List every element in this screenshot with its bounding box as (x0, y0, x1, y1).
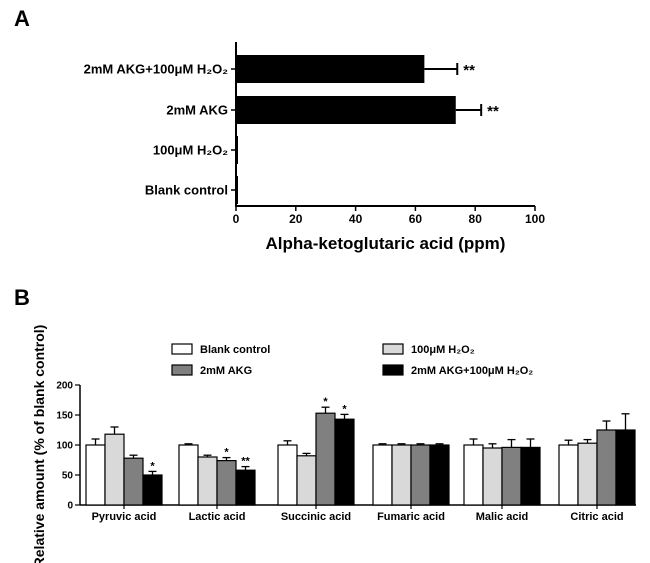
bar (236, 55, 425, 83)
x-tick-label: 60 (409, 212, 423, 226)
legend-label: 100μM H₂O₂ (411, 344, 475, 356)
bar (197, 456, 218, 506)
bar (178, 444, 199, 506)
bar (236, 136, 238, 164)
bar (372, 444, 393, 506)
bar (236, 96, 456, 124)
y-tick-label: 100 (56, 441, 73, 452)
x-tick-label: 20 (289, 212, 303, 226)
bar (315, 412, 336, 506)
x-tick-label: 80 (469, 212, 483, 226)
bar (296, 455, 317, 506)
legend-swatch (382, 343, 404, 355)
bar (235, 469, 256, 506)
legend-swatch (171, 343, 193, 355)
x-tick-label: 0 (233, 212, 240, 226)
category-label: 2mM AKG+100μM H₂O₂ (84, 62, 229, 77)
bar (334, 418, 355, 506)
y-tick-label: 50 (62, 471, 74, 482)
bar (123, 457, 144, 506)
significance-label: ** (241, 456, 250, 468)
category-label: Blank control (145, 183, 228, 198)
y-tick-label: 200 (56, 381, 73, 392)
category-label: 100μM H₂O₂ (153, 143, 228, 158)
bar (142, 474, 163, 506)
category-label: Citric acid (570, 511, 623, 523)
category-label: Lactic acid (189, 511, 246, 523)
bar (429, 444, 450, 506)
bar (501, 446, 522, 506)
legend-swatch (171, 364, 193, 376)
bar (410, 444, 431, 506)
bar (85, 444, 106, 506)
legend-label: 2mM AKG (200, 365, 252, 377)
panel-label-b: B (14, 285, 30, 310)
y-tick-label: 150 (56, 411, 73, 422)
category-label: Succinic acid (281, 511, 351, 523)
legend-swatch (382, 364, 404, 376)
x-tick-label: 100 (525, 212, 545, 226)
bar (482, 447, 503, 506)
bar (104, 433, 125, 506)
bar (615, 429, 636, 506)
y-tick-label: 0 (67, 501, 73, 512)
category-label: 2mM AKG (166, 103, 228, 118)
significance-label: * (224, 447, 229, 459)
category-label: Pyruvic acid (92, 511, 157, 523)
y-axis-label: Relative amount (% of blank control) (31, 325, 47, 563)
bar (216, 460, 237, 506)
legend-label: 2mM AKG+100μM H₂O₂ (411, 365, 533, 377)
bar (596, 429, 617, 506)
bar (463, 444, 484, 506)
x-axis-label: Alpha-ketoglutaric acid (ppm) (266, 234, 506, 253)
bar (236, 176, 238, 204)
x-tick-label: 40 (349, 212, 363, 226)
bar (391, 444, 412, 506)
bar (558, 444, 579, 506)
chart-a: 0 20 40 60 80 100 2mM AKG+100μM H₂O₂ ** 2mM AKG *… (84, 42, 545, 253)
significance-label: * (323, 396, 328, 408)
bar (277, 444, 298, 506)
bar (520, 446, 541, 506)
significance-label: * (342, 403, 347, 415)
category-label: Malic acid (476, 511, 529, 523)
category-label: Fumaric acid (377, 511, 445, 523)
legend-label: Blank control (200, 344, 270, 356)
panel-label-a: A (14, 6, 30, 31)
significance-label: * (150, 460, 155, 472)
significance-label: ** (487, 103, 499, 120)
significance-label: ** (463, 62, 475, 79)
bar (577, 442, 598, 506)
